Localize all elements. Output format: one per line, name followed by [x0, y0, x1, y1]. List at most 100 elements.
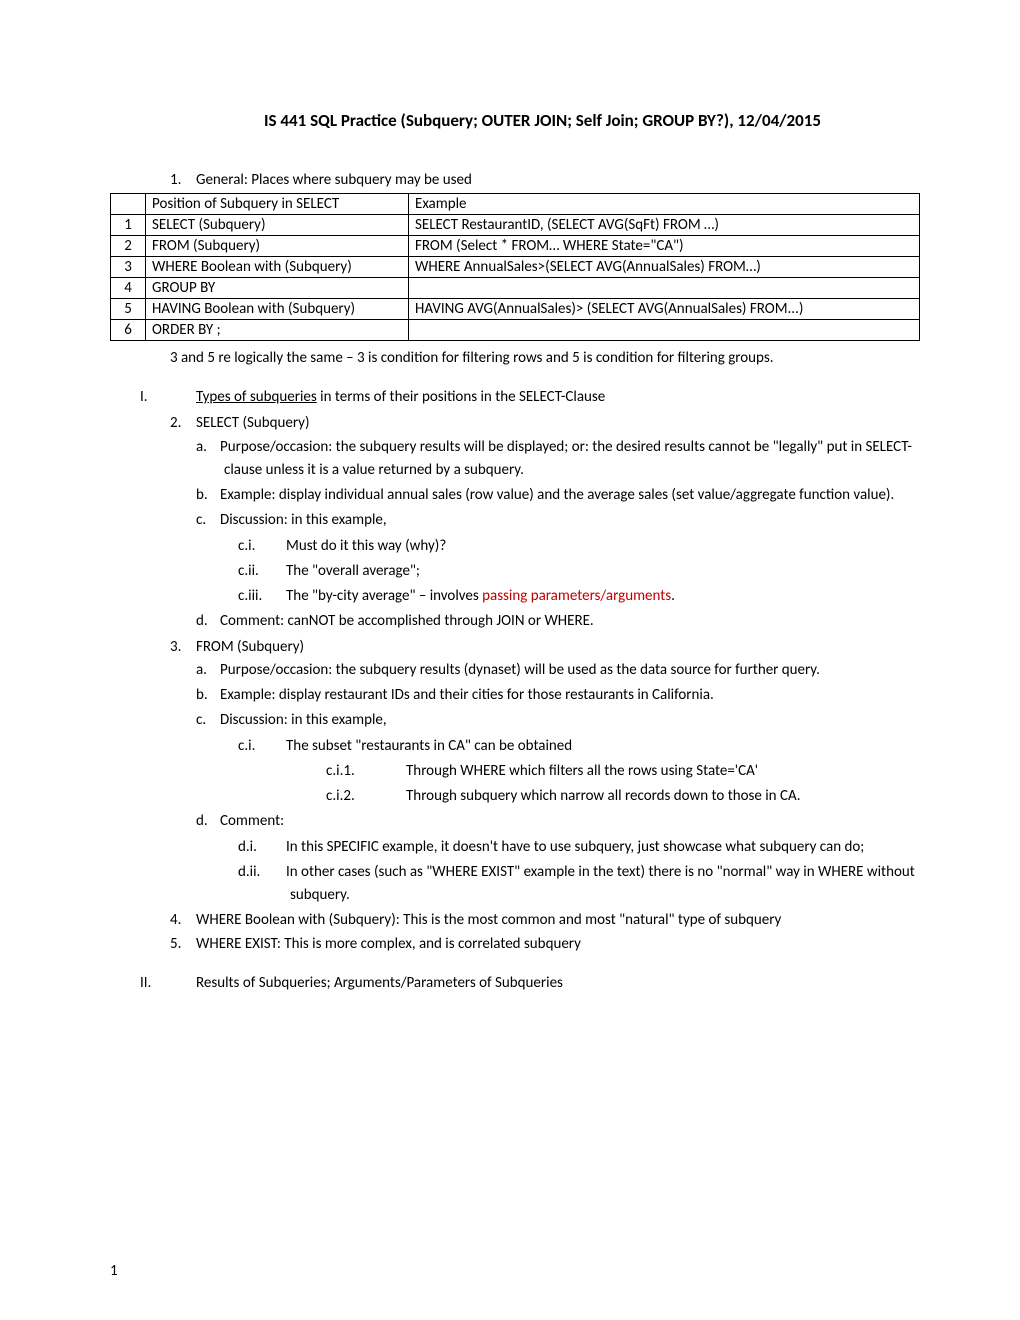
cell-ex — [409, 320, 920, 341]
cell-ex — [409, 278, 920, 299]
cell-num: 2 — [111, 236, 146, 257]
txt: In this SPECIFIC example, it doesn't hav… — [286, 838, 864, 856]
lbl: b. — [196, 484, 220, 507]
red-text: passing parameters/arguments — [482, 587, 671, 605]
lbl: c.i.1. — [326, 760, 406, 783]
lbl: b. — [196, 684, 220, 707]
page-title: IS 441 SQL Practice (Subquery; OUTER JOI… — [165, 110, 920, 131]
table-row: 2 FROM (Subquery) FROM (Select * FROM… W… — [111, 236, 920, 257]
list-num: 1. — [170, 171, 196, 189]
document-page: IS 441 SQL Practice (Subquery; OUTER JOI… — [0, 0, 1020, 1320]
roman-num: I. — [140, 388, 196, 406]
list-text: General: Places where subquery may be us… — [196, 171, 472, 189]
header-blank — [111, 194, 146, 215]
txt: In other cases (such as "WHERE EXIST" ex… — [286, 863, 915, 904]
lbl: c.iii. — [238, 585, 286, 608]
roman-ii: II.Results of Subqueries; Arguments/Para… — [140, 974, 920, 992]
txt: Must do it this way (why)? — [286, 537, 446, 555]
list-text: FROM (Subquery) — [196, 638, 304, 656]
lbl: c.i. — [238, 535, 286, 558]
sub-3dii: d.ii.In other cases (such as "WHERE EXIS… — [290, 861, 920, 908]
roman-num: II. — [140, 974, 196, 992]
table-row: 4 GROUP BY — [111, 278, 920, 299]
sub-3ci2: c.i.2.Through subquery which narrow all … — [378, 785, 920, 808]
page-number: 1 — [110, 1262, 118, 1280]
txt: Example: display individual annual sales… — [220, 486, 894, 504]
cell-num: 6 — [111, 320, 146, 341]
lbl: d.ii. — [238, 861, 286, 884]
sub-2cii: c.ii.The "overall average"; — [290, 560, 920, 583]
txt: Discussion: in this example, — [220, 511, 387, 529]
list-num: 2. — [170, 412, 196, 435]
cell-num: 5 — [111, 299, 146, 320]
table-header-row: Position of Subquery in SELECT Example — [111, 194, 920, 215]
cell-num: 1 — [111, 215, 146, 236]
list-text: SELECT (Subquery) — [196, 414, 310, 432]
sub-3a: a.Purpose/occasion: the subquery results… — [224, 659, 920, 682]
cell-ex: WHERE AnnualSales>(SELECT AVG(AnnualSale… — [409, 257, 920, 278]
txt: Discussion: in this example, — [220, 711, 387, 729]
txt: Through WHERE which filters all the rows… — [406, 762, 758, 780]
sub-2a: a.Purpose/occasion: the subquery results… — [224, 436, 920, 483]
roman-underline: Types of subqueries — [196, 388, 317, 406]
cell-pos: SELECT (Subquery) — [146, 215, 409, 236]
pre: The "by-city average" – involves — [286, 587, 482, 605]
roman-rest: in terms of their positions in the SELEC… — [317, 388, 606, 406]
sub-3ci1: c.i.1.Through WHERE which filters all th… — [378, 760, 920, 783]
table-row: 1 SELECT (Subquery) SELECT RestaurantID,… — [111, 215, 920, 236]
txt: The "overall average"; — [286, 562, 420, 580]
list-text: WHERE Boolean with (Subquery): This is t… — [196, 911, 781, 929]
header-position: Position of Subquery in SELECT — [146, 194, 409, 215]
subquery-table: Position of Subquery in SELECT Example 1… — [110, 193, 920, 341]
list-item-3: 3.FROM (Subquery) — [170, 636, 920, 659]
sub-2b: b.Example: display individual annual sal… — [224, 484, 920, 507]
cell-pos: FROM (Subquery) — [146, 236, 409, 257]
cell-num: 4 — [111, 278, 146, 299]
cell-ex: HAVING AVG(AnnualSales)> (SELECT AVG(Ann… — [409, 299, 920, 320]
txt: Through subquery which narrow all record… — [406, 787, 801, 805]
lbl: d. — [196, 810, 220, 833]
roman-text: Results of Subqueries; Arguments/Paramet… — [196, 974, 563, 992]
table-row: 5 HAVING Boolean with (Subquery) HAVING … — [111, 299, 920, 320]
sub-3c: c.Discussion: in this example, — [224, 709, 920, 732]
cell-pos: GROUP BY — [146, 278, 409, 299]
lbl: c. — [196, 709, 220, 732]
sub-2d: d.Comment: canNOT be accomplished throug… — [224, 610, 920, 633]
table-row: 3 WHERE Boolean with (Subquery) WHERE An… — [111, 257, 920, 278]
txt: Comment: — [220, 812, 284, 830]
list-item-5: 5.WHERE EXIST: This is more complex, and… — [170, 933, 920, 956]
post: . — [671, 587, 675, 605]
sub-3di: d.i.In this SPECIFIC example, it doesn't… — [290, 836, 920, 859]
sub-3ci: c.i.The subset "restaurants in CA" can b… — [290, 735, 920, 758]
sub-2c: c.Discussion: in this example, — [224, 509, 920, 532]
cell-pos: HAVING Boolean with (Subquery) — [146, 299, 409, 320]
lbl: c. — [196, 509, 220, 532]
lbl: d.i. — [238, 836, 286, 859]
txt: Purpose/occasion: the subquery results w… — [220, 438, 912, 479]
list-num: 5. — [170, 933, 196, 956]
cell-pos: ORDER BY ; — [146, 320, 409, 341]
lbl: a. — [196, 659, 220, 682]
txt: Purpose/occasion: the subquery results (… — [220, 661, 820, 679]
list-item-1: 1.General: Places where subquery may be … — [170, 171, 920, 189]
table-row: 6 ORDER BY ; — [111, 320, 920, 341]
txt: The subset "restaurants in CA" can be ob… — [286, 737, 572, 755]
sub-2ci: c.i.Must do it this way (why)? — [290, 535, 920, 558]
lbl: c.ii. — [238, 560, 286, 583]
roman-i: I.Types of subqueries in terms of their … — [140, 388, 920, 406]
cell-ex: SELECT RestaurantID, (SELECT AVG(SqFt) F… — [409, 215, 920, 236]
cell-num: 3 — [111, 257, 146, 278]
paragraph-note: 3 and 5 re logically the same – 3 is con… — [170, 347, 920, 370]
sub-3b: b.Example: display restaurant IDs and th… — [224, 684, 920, 707]
header-example: Example — [409, 194, 920, 215]
lbl: a. — [196, 436, 220, 459]
lbl: d. — [196, 610, 220, 633]
lbl: c.i.2. — [326, 785, 406, 808]
txt: Comment: canNOT be accomplished through … — [220, 612, 594, 630]
sub-3d: d.Comment: — [224, 810, 920, 833]
list-text: WHERE EXIST: This is more complex, and i… — [196, 935, 581, 953]
sub-2ciii: c.iii.The "by-city average" – involves p… — [290, 585, 920, 608]
list-item-4: 4.WHERE Boolean with (Subquery): This is… — [170, 909, 920, 932]
txt: Example: display restaurant IDs and thei… — [220, 686, 714, 704]
cell-ex: FROM (Select * FROM… WHERE State="CA") — [409, 236, 920, 257]
